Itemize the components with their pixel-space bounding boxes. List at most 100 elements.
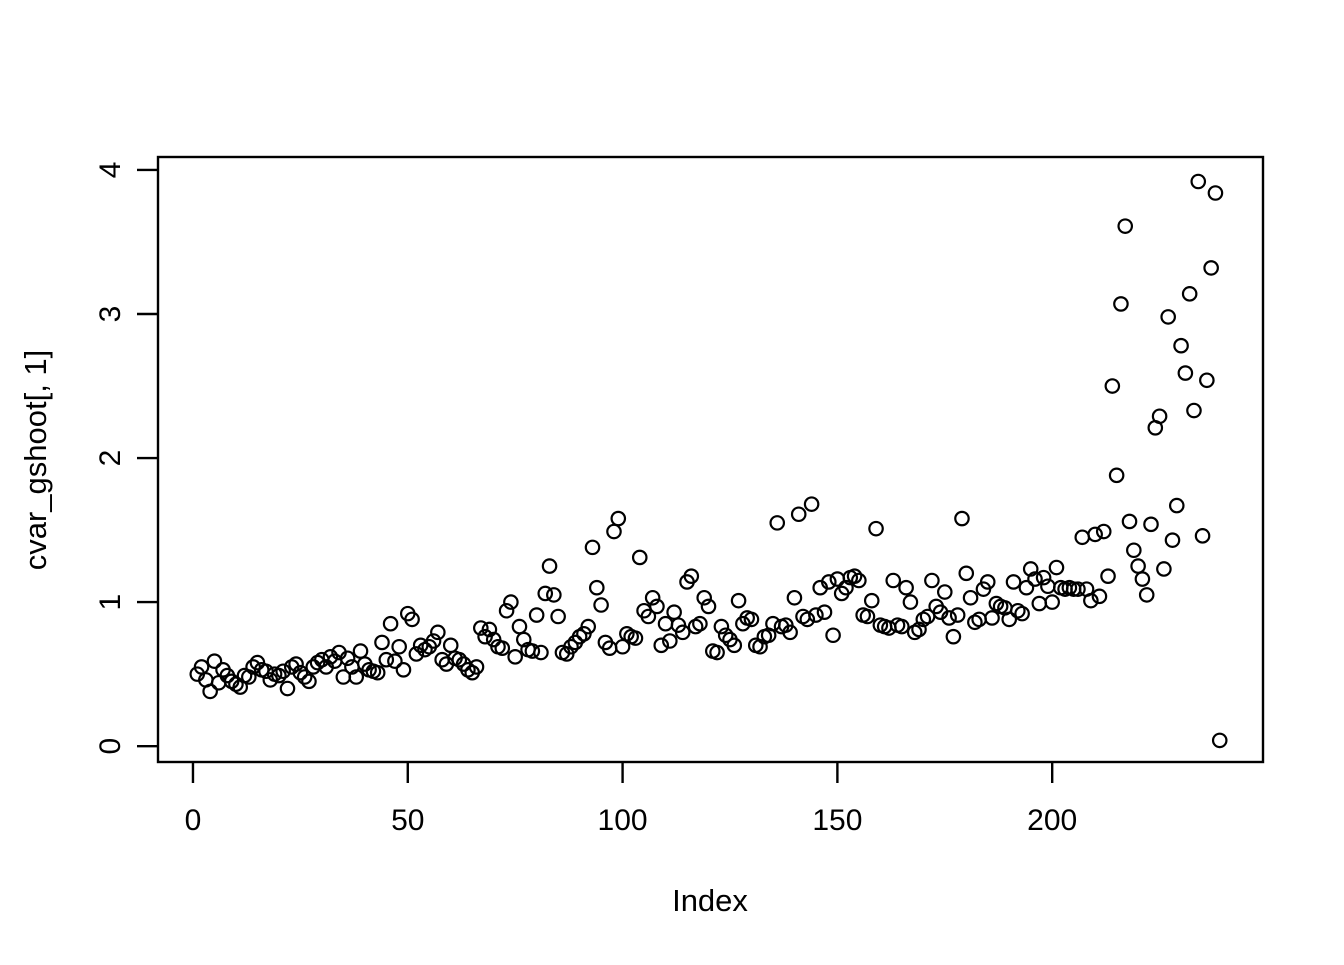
- data-point: [683, 568, 700, 584]
- data-point: [473, 620, 489, 636]
- data-point: [1181, 286, 1198, 302]
- data-point: [391, 638, 407, 655]
- data-point: [468, 659, 485, 675]
- data-point: [395, 662, 412, 678]
- data-point: [382, 615, 399, 632]
- data-point: [610, 510, 627, 527]
- data-point: [507, 649, 523, 665]
- data-point: [1104, 378, 1121, 394]
- data-point: [580, 618, 597, 635]
- data-point: [1048, 559, 1065, 576]
- data-point: [1121, 513, 1138, 530]
- data-point: [851, 572, 867, 589]
- data-point: [846, 568, 863, 584]
- data-point: [206, 653, 223, 669]
- y-tick-label: 0: [94, 738, 127, 755]
- data-point: [503, 594, 519, 610]
- data-point: [1177, 365, 1194, 381]
- data-point: [408, 646, 425, 662]
- data-point: [962, 589, 979, 606]
- y-axis-title: cvar_gshoot[, 1]: [18, 350, 53, 571]
- data-point: [1207, 185, 1224, 201]
- data-point: [1108, 467, 1125, 484]
- data-point: [296, 669, 313, 685]
- data-point: [743, 611, 760, 628]
- x-axis-title: Index: [672, 883, 748, 918]
- data-point: [546, 587, 562, 603]
- data-point: [378, 651, 395, 668]
- data-point: [945, 628, 962, 645]
- data-point: [550, 608, 566, 625]
- data-point: [442, 637, 459, 654]
- data-point: [1018, 579, 1035, 596]
- data-point: [799, 611, 816, 628]
- data-point: [1083, 592, 1099, 609]
- data-point: [894, 618, 910, 635]
- data-point: [726, 637, 743, 654]
- data-point: [1074, 529, 1091, 546]
- data-point: [936, 584, 953, 600]
- data-point: [1173, 337, 1189, 354]
- data-point: [537, 585, 554, 602]
- data-point: [649, 598, 665, 615]
- data-point: [782, 624, 798, 641]
- data-point: [425, 633, 442, 649]
- data-point: [1130, 558, 1146, 574]
- data-point: [301, 673, 317, 690]
- data-point: [859, 608, 876, 625]
- data-point: [769, 515, 786, 531]
- data-point: [1087, 526, 1103, 543]
- data-point: [339, 650, 356, 667]
- data-point: [584, 539, 601, 556]
- data-point: [369, 664, 386, 681]
- data-point: [696, 589, 713, 606]
- data-point: [498, 602, 515, 619]
- data-point: [1044, 594, 1060, 610]
- data-point: [271, 667, 287, 684]
- data-point: [1035, 569, 1052, 586]
- data-point: [863, 592, 880, 609]
- data-point: [1001, 611, 1018, 628]
- data-point: [692, 615, 708, 632]
- data-point: [1160, 309, 1176, 325]
- data-point: [949, 607, 966, 623]
- data-point: [941, 610, 957, 626]
- data-point: [713, 618, 730, 635]
- data-point: [1126, 542, 1142, 559]
- y-tick-label: 2: [94, 450, 127, 467]
- data-point: [1186, 402, 1202, 419]
- data-point: [653, 637, 670, 654]
- data-point: [786, 589, 803, 606]
- data-point: [662, 633, 678, 649]
- y-tick-label: 4: [94, 162, 127, 179]
- data-point: [511, 618, 528, 635]
- data-point: [790, 506, 807, 523]
- x-axis: 0 50 100 150 200: [185, 762, 1077, 837]
- data-point: [1199, 372, 1215, 389]
- y-tick-label: 1: [94, 594, 127, 611]
- data-point: [241, 669, 257, 685]
- data-point: [752, 638, 768, 655]
- data-point: [451, 651, 468, 668]
- data-point: [589, 579, 605, 596]
- data-point: [709, 644, 725, 661]
- data-point: [1005, 574, 1022, 590]
- data-point: [816, 604, 833, 620]
- data-point: [1164, 532, 1181, 548]
- data-point: [1156, 561, 1172, 577]
- data-point: [1070, 581, 1086, 597]
- data-point: [627, 630, 644, 646]
- data-point: [700, 598, 717, 615]
- data-point: [275, 663, 291, 680]
- data-point: [820, 574, 837, 590]
- x-tick-label: 0: [185, 804, 202, 837]
- x-tick-label: 150: [812, 804, 862, 837]
- data-point: [210, 674, 227, 691]
- data-point: [958, 565, 975, 582]
- data-point: [1134, 571, 1151, 587]
- data-point: [322, 649, 339, 665]
- data-point: [1168, 497, 1185, 514]
- data-point: [1138, 587, 1155, 603]
- data-point: [1211, 732, 1228, 749]
- data-point: [1190, 173, 1207, 190]
